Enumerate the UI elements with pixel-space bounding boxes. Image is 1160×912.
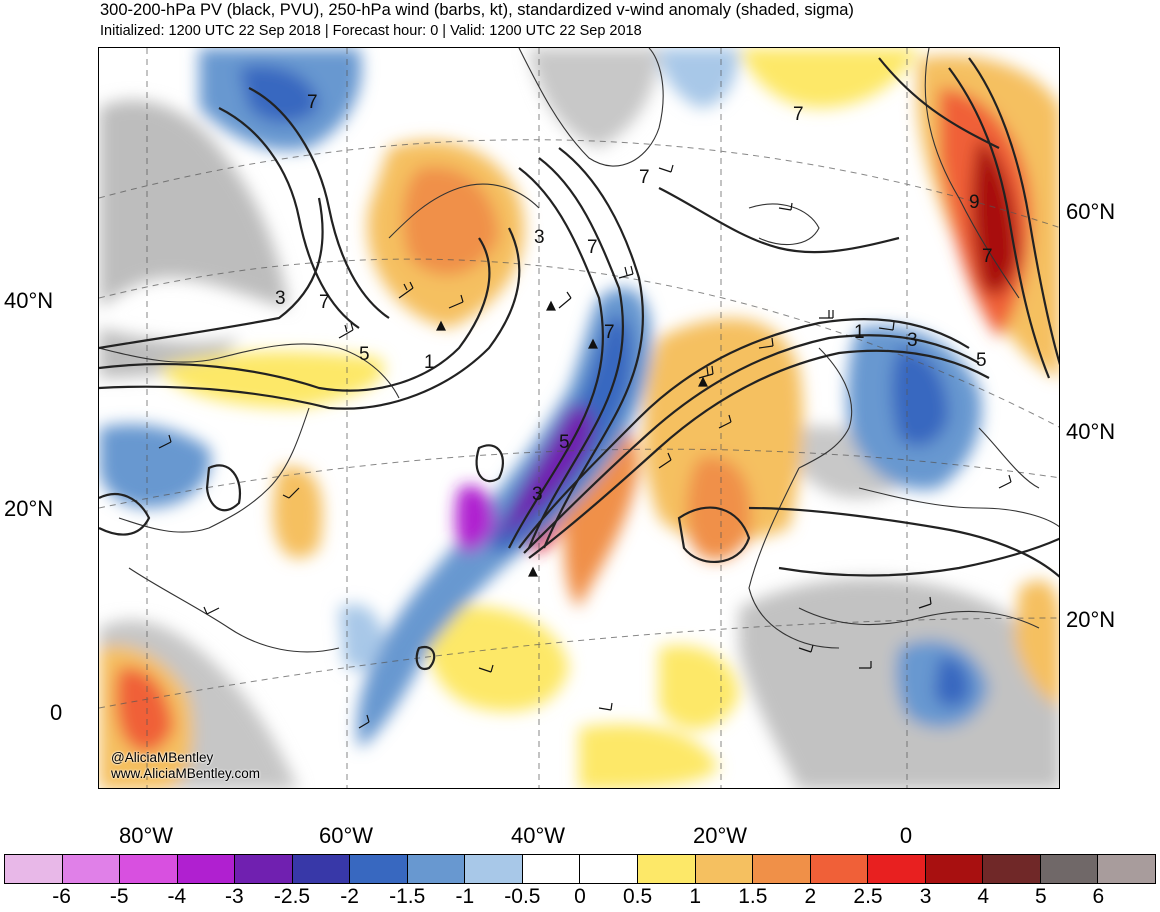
wind-barbs: [158, 164, 1012, 729]
map-subtitle: Initialized: 1200 UTC 22 Sep 2018 | Fore…: [100, 23, 642, 39]
credit-handle: @AliciaMBentley: [111, 750, 214, 765]
contour-label: 5: [976, 350, 987, 371]
colorbar-swatch: [580, 855, 639, 883]
lat-label-left: 0: [50, 700, 63, 725]
colorbar-tick-label: 1.5: [738, 885, 768, 908]
lon-label: 80°W: [118, 823, 174, 848]
colorbar-swatch: [350, 855, 408, 883]
contour-label: 3: [907, 330, 918, 351]
contour-label: 7: [319, 292, 330, 313]
colorbar-tick-label: -1: [455, 885, 475, 908]
colorbar-tick-label: -3: [225, 885, 244, 908]
contour-label: 7: [307, 92, 318, 113]
credit-website: www.AliciaMBentley.com: [111, 766, 261, 781]
lat-label-right: 60°N: [1066, 199, 1116, 224]
lon-label: 60°W: [318, 823, 374, 848]
lon-label: 40°W: [510, 823, 566, 848]
colorbar-tick-label: -0.5: [504, 885, 541, 908]
colorbar-tick-label: 0: [574, 885, 586, 908]
contour-label: 5: [359, 344, 370, 365]
lat-label-left: 40°N: [4, 288, 54, 313]
colorbar-swatch: [1040, 855, 1099, 883]
contour-labels: 7 7 3 7 5 1 3 7 7 5 3 9 7 1 3 5 7: [275, 92, 993, 505]
anomaly-shading: [99, 48, 1059, 788]
colorbar-tick-label: 2.5: [853, 885, 883, 908]
lon-label: 20°W: [692, 823, 748, 848]
graticule: [99, 48, 1059, 788]
colorbar-swatch: [753, 855, 811, 883]
map-canvas: 7 7 3 7 5 1 3 7 7 5 3 9 7 1 3 5 7: [99, 48, 1059, 788]
colorbar-tick-label: -6: [52, 885, 71, 908]
contour-label: 5: [559, 432, 570, 453]
contour-label: 7: [604, 322, 615, 343]
colorbar-tick-label: 1: [689, 885, 702, 908]
colorbar-swatch: [1098, 855, 1155, 883]
colorbar-swatch: [810, 855, 869, 883]
contour-label: 7: [793, 104, 804, 125]
colorbar-tick-label: 0.5: [622, 885, 653, 908]
colorbar-tick-label: -2.5: [273, 885, 311, 908]
colorbar-swatch: [983, 855, 1041, 883]
colorbar-swatch: [868, 855, 926, 883]
colorbar: [4, 854, 1156, 884]
colorbar-tick-label: 4: [977, 885, 990, 908]
colorbar-tick-label: -5: [109, 885, 129, 908]
contour-label: 7: [639, 167, 650, 188]
colorbar-swatch: [465, 855, 523, 883]
pv-contours: [99, 57, 1059, 671]
colorbar-tick-label: -4: [167, 885, 187, 908]
colorbar-tick-label: -1.5: [389, 885, 426, 908]
colorbar-tick-label: 5: [1034, 885, 1047, 908]
colorbar-swatch: [62, 855, 121, 883]
contour-label: 3: [275, 288, 286, 309]
contour-label: 3: [534, 227, 545, 248]
colorbar-swatch: [522, 855, 581, 883]
colorbar-swatch: [177, 855, 236, 883]
contour-label: 1: [424, 352, 435, 373]
colorbar-tick-label: 3: [919, 885, 932, 908]
contour-label: 1: [854, 322, 865, 343]
lon-label: 0: [899, 823, 913, 848]
map-panel: 7 7 3 7 5 1 3 7 7 5 3 9 7 1 3 5 7 @Alici…: [98, 47, 1060, 789]
colorbar-tick-label: 6: [1092, 885, 1105, 908]
colorbar-swatch: [235, 855, 293, 883]
colorbar-tick-label: -2: [340, 885, 359, 908]
colorbar-tick-label: 2: [804, 885, 817, 908]
contour-label: 7: [587, 237, 598, 258]
colorbar-swatch: [695, 855, 754, 883]
colorbar-swatch: [925, 855, 984, 883]
lat-label-left: 20°N: [4, 496, 54, 521]
coastlines: [99, 48, 1059, 653]
contour-label: 3: [532, 484, 543, 505]
colorbar-swatch: [638, 855, 696, 883]
contour-label: 9: [969, 192, 980, 213]
lat-label-right: 40°N: [1066, 419, 1116, 444]
map-title: 300-200-hPa PV (black, PVU), 250-hPa win…: [100, 1, 854, 19]
colorbar-swatch: [5, 855, 63, 883]
colorbar-swatch: [120, 855, 178, 883]
lat-label-right: 20°N: [1066, 607, 1116, 632]
colorbar-swatch: [407, 855, 466, 883]
colorbar-swatch: [292, 855, 351, 883]
contour-label: 7: [982, 246, 993, 267]
